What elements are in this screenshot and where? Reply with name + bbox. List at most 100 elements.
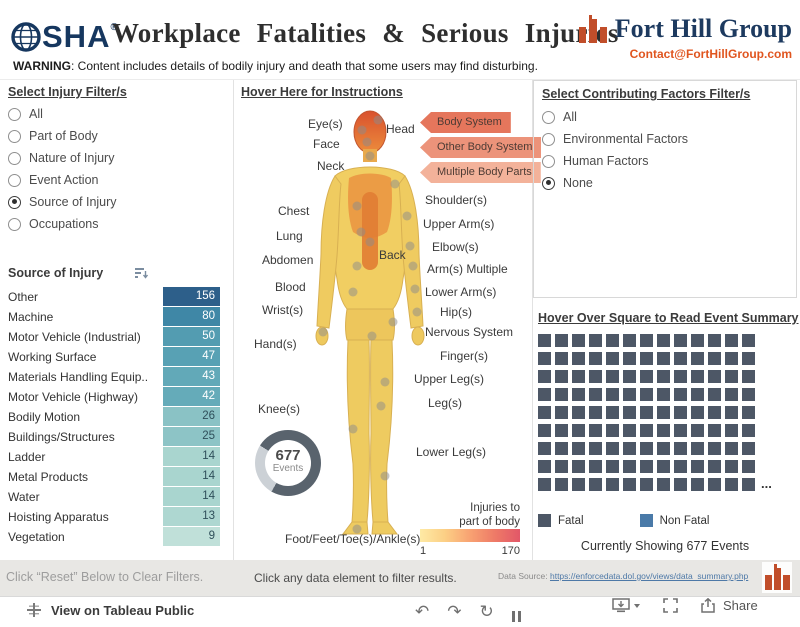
- event-square[interactable]: [589, 370, 602, 383]
- source-row-label[interactable]: Bodily Motion: [8, 410, 81, 424]
- source-row-label[interactable]: Working Surface: [8, 350, 97, 364]
- event-square[interactable]: [572, 406, 585, 419]
- event-square[interactable]: [555, 460, 568, 473]
- event-square[interactable]: [606, 352, 619, 365]
- source-row-label[interactable]: Metal Products: [8, 470, 89, 484]
- event-square[interactable]: [538, 370, 551, 383]
- radio-label[interactable]: Environmental Factors: [563, 132, 689, 146]
- legend-fatal[interactable]: Fatal: [538, 514, 584, 527]
- event-square[interactable]: [606, 406, 619, 419]
- instructions-hover-title[interactable]: Hover Here for Instructions: [241, 85, 403, 99]
- source-row-label[interactable]: Other: [8, 290, 39, 304]
- event-square[interactable]: [572, 424, 585, 437]
- radio-label[interactable]: All: [29, 107, 43, 121]
- event-square[interactable]: [725, 478, 738, 491]
- body-label-nervous-system[interactable]: Nervous System: [425, 325, 514, 339]
- event-square[interactable]: [538, 352, 551, 365]
- event-square[interactable]: [742, 334, 755, 347]
- event-square[interactable]: [657, 388, 670, 401]
- event-square[interactable]: [589, 460, 602, 473]
- event-square[interactable]: [742, 460, 755, 473]
- injury-filter-option-all[interactable]: All: [8, 103, 117, 125]
- body-label-face[interactable]: Face: [313, 137, 340, 151]
- event-square[interactable]: [708, 424, 721, 437]
- sort-icon[interactable]: [135, 267, 148, 280]
- radio-label[interactable]: Human Factors: [563, 154, 649, 168]
- radio-icon[interactable]: [542, 176, 555, 190]
- source-row-label[interactable]: Motor Vehicle (Industrial): [8, 330, 141, 344]
- radio-icon[interactable]: [8, 173, 21, 187]
- event-square[interactable]: [708, 406, 721, 419]
- event-square[interactable]: [555, 424, 568, 437]
- event-square[interactable]: [623, 352, 636, 365]
- body-figure-illustration[interactable]: [315, 104, 460, 549]
- source-table-row[interactable]: Other 156: [8, 287, 220, 307]
- event-square[interactable]: [589, 406, 602, 419]
- event-square[interactable]: [640, 388, 653, 401]
- event-square[interactable]: [725, 442, 738, 455]
- source-row-value-cell[interactable]: 9: [163, 527, 220, 546]
- event-square[interactable]: [555, 478, 568, 491]
- source-row-value-cell[interactable]: 13: [163, 507, 220, 526]
- radio-icon[interactable]: [8, 217, 21, 231]
- redo-icon[interactable]: ↷: [447, 602, 462, 621]
- event-square[interactable]: [589, 334, 602, 347]
- source-row-value-cell[interactable]: 42: [163, 387, 220, 406]
- event-square[interactable]: [640, 478, 653, 491]
- event-square[interactable]: [657, 460, 670, 473]
- injury-filter-option-source-of-injury[interactable]: Source of Injury: [8, 191, 117, 213]
- event-square[interactable]: [691, 352, 704, 365]
- event-square[interactable]: [572, 334, 585, 347]
- event-square[interactable]: [674, 424, 687, 437]
- body-label-wrists[interactable]: Wrist(s): [262, 303, 304, 317]
- event-square[interactable]: [640, 334, 653, 347]
- body-label-knees[interactable]: Knee(s): [258, 402, 301, 416]
- event-square[interactable]: [674, 442, 687, 455]
- source-row-label[interactable]: Ladder: [8, 450, 46, 464]
- event-square[interactable]: [555, 352, 568, 365]
- event-square[interactable]: [623, 388, 636, 401]
- radio-icon[interactable]: [8, 195, 21, 209]
- radio-label[interactable]: All: [563, 110, 577, 124]
- event-square[interactable]: [691, 334, 704, 347]
- event-square[interactable]: [691, 460, 704, 473]
- source-row-value-cell[interactable]: 14: [163, 467, 220, 486]
- source-table-row[interactable]: Machine 80: [8, 307, 220, 327]
- source-row-label[interactable]: Vegetation: [8, 530, 65, 544]
- event-square[interactable]: [623, 424, 636, 437]
- event-square[interactable]: [708, 334, 721, 347]
- event-square[interactable]: [742, 352, 755, 365]
- body-mark-dots[interactable]: [318, 115, 422, 534]
- view-on-tableau-public[interactable]: View on Tableau Public: [26, 602, 194, 618]
- source-row-value-cell[interactable]: 80: [163, 307, 220, 326]
- injury-filter-option-part-of-body[interactable]: Part of Body: [8, 125, 117, 147]
- radio-label[interactable]: Event Action: [29, 173, 99, 187]
- event-square[interactable]: [674, 478, 687, 491]
- body-label-hands[interactable]: Hand(s): [254, 337, 297, 351]
- callout-multiple-body-parts[interactable]: Multiple Body Parts: [420, 162, 541, 183]
- event-square[interactable]: [538, 388, 551, 401]
- event-square[interactable]: [572, 460, 585, 473]
- event-square[interactable]: [725, 334, 738, 347]
- event-square[interactable]: [674, 460, 687, 473]
- radio-label[interactable]: Part of Body: [29, 129, 98, 143]
- source-row-label[interactable]: Buildings/Structures: [8, 430, 115, 444]
- radio-label[interactable]: Nature of Injury: [29, 151, 115, 165]
- event-square[interactable]: [623, 406, 636, 419]
- source-table-row[interactable]: Ladder 14: [8, 447, 220, 467]
- radio-icon[interactable]: [542, 110, 555, 124]
- event-square[interactable]: [606, 424, 619, 437]
- injury-filter-option-occupations[interactable]: Occupations: [8, 213, 117, 235]
- callout-body-system[interactable]: Body System: [420, 112, 511, 133]
- source-row-value-cell[interactable]: 26: [163, 407, 220, 426]
- event-square[interactable]: [742, 388, 755, 401]
- fullscreen-icon[interactable]: [663, 598, 678, 613]
- body-label-upper-legs[interactable]: Upper Leg(s): [414, 372, 485, 386]
- factors-filter-option-all[interactable]: All: [542, 106, 688, 128]
- event-square[interactable]: [657, 406, 670, 419]
- event-square[interactable]: [555, 334, 568, 347]
- body-label-lower-arms[interactable]: Lower Arm(s): [425, 285, 497, 299]
- body-label-back[interactable]: Back: [379, 248, 406, 262]
- event-square[interactable]: [725, 370, 738, 383]
- event-square[interactable]: [623, 442, 636, 455]
